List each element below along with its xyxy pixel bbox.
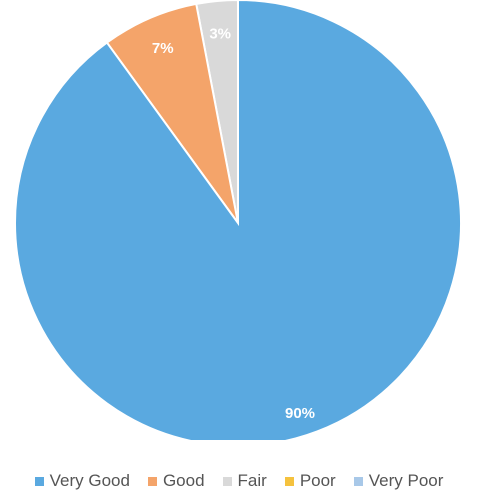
- data-label-good: 7%: [152, 40, 174, 57]
- legend-item-good: Good: [147, 471, 205, 491]
- legend-swatch: [34, 476, 44, 486]
- pie-plot-area: 3% 7% 90%: [14, 0, 462, 440]
- legend-item-very-poor: Very Poor: [353, 471, 444, 491]
- data-label-very-good: 90%: [285, 405, 315, 422]
- legend-item-very-good: Very Good: [34, 471, 130, 491]
- legend-swatch: [284, 476, 294, 486]
- legend-swatch: [353, 476, 363, 486]
- legend-item-poor: Poor: [284, 471, 336, 491]
- legend-item-fair: Fair: [222, 471, 267, 491]
- pie-data-labels: 3% 7% 90%: [152, 25, 315, 422]
- pie-slices: [14, 0, 462, 440]
- data-label-fair: 3%: [209, 25, 231, 42]
- legend-label: Very Poor: [368, 471, 444, 490]
- legend-label: Good: [162, 471, 205, 490]
- legend-swatch: [222, 476, 232, 486]
- legend-label: Poor: [299, 471, 336, 490]
- legend-label: Fair: [237, 471, 267, 490]
- legend-label: Very Good: [49, 471, 130, 490]
- chart-legend: Very Good Good Fair Poor Very Poor: [0, 470, 478, 492]
- legend-swatch: [147, 476, 157, 486]
- pie-slice-very-good: [14, 0, 462, 440]
